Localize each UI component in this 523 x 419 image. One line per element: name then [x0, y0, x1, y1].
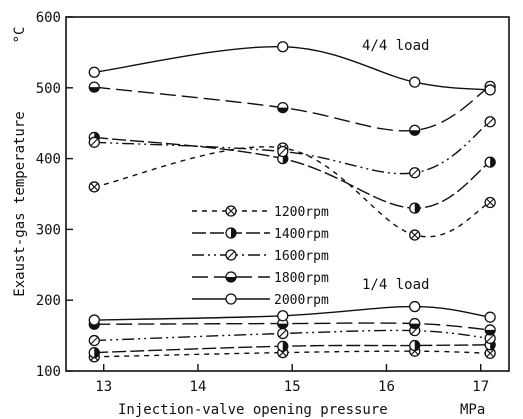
series-line-1-4-load-1400rpm	[94, 344, 491, 354]
point-4-4-load-2000rpm-0	[88, 66, 100, 78]
point-4-4-load-1600rpm-0	[88, 136, 100, 148]
y-tick-label-400: 400	[36, 152, 61, 168]
axis-ticks: 13 14 15 16 17 100 200 300 400 500 600	[36, 10, 489, 395]
point-4-4-load-2000rpm-1	[277, 41, 289, 53]
series-line-4-4-load-1600rpm	[94, 121, 491, 175]
x-tick-label-16: 16	[378, 379, 395, 395]
legend-item-1800rpm: 1800rpm	[192, 271, 329, 286]
series-line-1-4-load-2000rpm	[94, 305, 491, 321]
annotation-quarter-load: 1/4 load	[362, 277, 429, 293]
series-line-4-4-load-2000rpm	[94, 46, 491, 91]
series-layer	[88, 41, 496, 363]
legend: 1200rpm 1400rpm 1600rpm 1800rpm 2000rpm	[192, 205, 329, 308]
y-tick-label-300: 300	[36, 222, 61, 238]
series-line-4-4-load-1800rpm	[94, 85, 491, 132]
point-1-4-load-2000rpm-2	[409, 300, 421, 313]
legend-marker-1200rpm	[225, 205, 237, 217]
legend-marker-2000rpm	[225, 293, 237, 305]
legend-label-1400rpm: 1400rpm	[274, 227, 329, 242]
series-line-1-4-load-1200rpm	[94, 350, 491, 358]
point-4-4-load-2000rpm-3	[484, 84, 496, 96]
series-line-1-4-load-1600rpm	[94, 329, 491, 342]
legend-label-1600rpm: 1600rpm	[274, 249, 329, 264]
legend-item-1200rpm: 1200rpm	[192, 205, 329, 220]
series-line-4-4-load-1400rpm	[94, 136, 491, 209]
x-tick-label-15: 15	[284, 379, 301, 395]
x-tick-label-17: 17	[472, 379, 489, 395]
point-4-4-load-2000rpm-2	[409, 76, 421, 88]
point-1-4-load-1600rpm-0	[88, 334, 100, 347]
legend-marker-1600rpm	[225, 249, 237, 261]
plot-frame	[65, 16, 510, 372]
legend-label-1800rpm: 1800rpm	[274, 271, 329, 286]
y-tick-label-100: 100	[36, 364, 61, 380]
point-4-4-load-1200rpm-3	[484, 196, 496, 209]
x-tick-label-13: 13	[95, 379, 112, 395]
point-4-4-load-1400rpm-3	[484, 156, 496, 168]
point-1-4-load-1800rpm-2	[409, 317, 421, 330]
point-4-4-load-1600rpm-2	[409, 167, 421, 179]
legend-item-2000rpm: 2000rpm	[192, 293, 329, 308]
point-4-4-load-1600rpm-3	[484, 116, 496, 128]
point-4-4-load-1200rpm-2	[409, 229, 421, 241]
y-tick-label-200: 200	[36, 293, 61, 309]
point-4-4-load-1400rpm-2	[409, 202, 421, 214]
series-line-1-4-load-1800rpm	[94, 322, 491, 331]
point-1-4-load-1400rpm-2	[409, 339, 421, 352]
point-1-4-load-2000rpm-1	[277, 310, 289, 322]
point-1-4-load-1400rpm-1	[277, 340, 289, 352]
x-tick-label-14: 14	[190, 379, 207, 395]
legend-marker-1800rpm	[225, 271, 237, 283]
point-4-4-load-1800rpm-0	[88, 81, 100, 93]
point-4-4-load-1800rpm-1	[277, 101, 289, 114]
legend-item-1600rpm: 1600rpm	[192, 249, 329, 264]
point-1-4-load-1600rpm-1	[277, 327, 289, 340]
x-axis-label: Injection-valve opening pressure	[118, 402, 388, 418]
group-1-4-load	[88, 300, 496, 363]
series-line-4-4-load-1200rpm	[94, 146, 491, 238]
annotation-full-load: 4/4 load	[362, 38, 429, 54]
point-4-4-load-1200rpm-0	[88, 181, 100, 193]
x-axis-unit: MPa	[460, 402, 485, 418]
point-4-4-load-1800rpm-2	[409, 124, 421, 136]
point-4-4-load-1600rpm-1	[277, 145, 289, 158]
legend-item-1400rpm: 1400rpm	[192, 227, 329, 242]
y-axis-unit: °C	[12, 27, 28, 44]
point-1-4-load-2000rpm-3	[484, 311, 496, 323]
y-axis-label: Exaust-gas temperature	[12, 111, 28, 296]
legend-marker-1400rpm	[225, 227, 237, 239]
legend-label-1200rpm: 1200rpm	[274, 205, 329, 220]
y-tick-label-600: 600	[36, 10, 61, 26]
legend-label-2000rpm: 2000rpm	[274, 293, 329, 308]
point-1-4-load-2000rpm-0	[88, 314, 100, 326]
point-1-4-load-1800rpm-3	[484, 324, 496, 336]
group-4-4-load	[88, 41, 496, 241]
point-1-4-load-1400rpm-0	[88, 346, 100, 359]
y-tick-label-500: 500	[36, 81, 61, 97]
